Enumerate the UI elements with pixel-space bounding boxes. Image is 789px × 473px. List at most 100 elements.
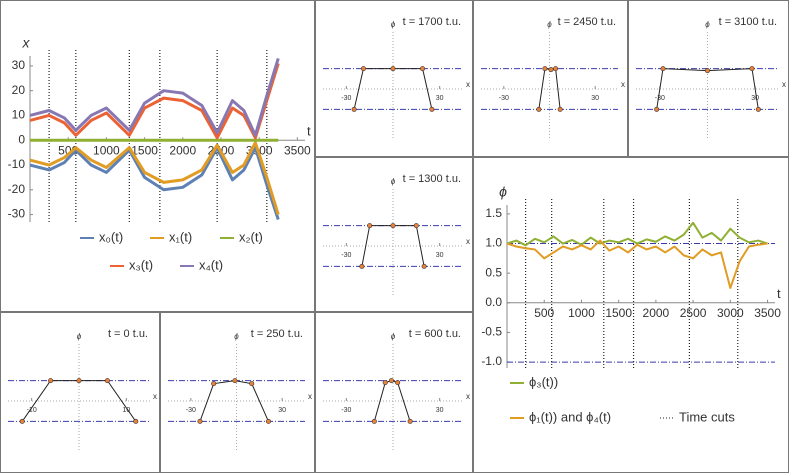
panel <box>628 0 789 157</box>
panel-title: t = 250 t.u. <box>251 328 303 340</box>
bead <box>211 381 217 387</box>
legend-label: x₀(t) <box>99 229 123 244</box>
y-tick-label: -10 <box>8 157 26 171</box>
y-tick-label: 30 <box>12 58 26 72</box>
y-tick-label: 0.0 <box>485 295 502 309</box>
bead <box>557 106 563 112</box>
bead <box>76 378 82 384</box>
panel <box>315 157 473 312</box>
x-tick-label: 2000 <box>169 143 196 157</box>
y-axis-label: ϕ <box>77 332 82 341</box>
x-tick-label: 2000 <box>643 306 670 320</box>
x-axis-label: x <box>466 392 470 401</box>
x-tick-label: 30 <box>436 95 444 102</box>
panel <box>160 312 315 473</box>
y-tick-label: 1.5 <box>485 206 502 220</box>
y-axis-label: ϕ <box>391 177 396 186</box>
x-tick-label: 30 <box>278 407 286 414</box>
bead <box>371 418 377 424</box>
bead <box>265 418 271 424</box>
bead <box>360 66 366 72</box>
x-tick-label: -30 <box>341 95 351 102</box>
bead <box>654 106 660 112</box>
bead <box>48 378 54 384</box>
bead <box>388 378 394 384</box>
series-line <box>506 221 768 247</box>
x-axis-label: x <box>153 392 157 401</box>
panel <box>0 0 315 312</box>
bead <box>553 66 559 72</box>
x-axis-label: x <box>308 392 312 401</box>
panel-title: t = 1700 t.u. <box>403 16 461 28</box>
x-axis-label: t <box>777 286 781 301</box>
y-tick-label: -20 <box>8 182 26 196</box>
legend-label: Time cuts <box>679 409 735 424</box>
y-axis-label: ϕ <box>705 20 710 29</box>
y-tick-label: 10 <box>12 108 26 122</box>
x-tick-label: 30 <box>436 407 444 414</box>
x-axis-label: x <box>466 80 470 89</box>
x-tick-label: -30 <box>341 407 351 414</box>
y-axis-label: ϕ <box>234 332 239 341</box>
legend-label: x₃(t) <box>129 257 153 272</box>
bead <box>407 418 413 424</box>
panel <box>473 0 628 157</box>
legend-label: ϕ₁(t)) and ϕ₄(t) <box>529 409 611 424</box>
bead <box>395 380 401 386</box>
legend-label: x₁(t) <box>169 229 192 244</box>
y-tick-label: -1.0 <box>481 354 502 368</box>
bead <box>755 106 761 112</box>
x-tick-label: 30 <box>591 95 599 102</box>
y-axis-label: ϕ <box>499 184 507 200</box>
panel-title: t = 1300 t.u. <box>403 173 461 185</box>
x-tick-label: 3000 <box>717 306 744 320</box>
y-axis-label: ϕ <box>391 332 396 341</box>
bead <box>382 380 388 386</box>
x-tick-label: 1500 <box>131 143 158 157</box>
x-axis-label: x <box>621 80 625 89</box>
x-axis-label: x <box>782 80 786 89</box>
bead <box>429 106 435 112</box>
y-axis-label: ϕ <box>391 20 396 29</box>
y-tick-label: 1.0 <box>485 236 502 250</box>
x-tick-label: 500 <box>534 306 554 320</box>
x-tick-label: 3500 <box>754 306 781 320</box>
series-line <box>29 62 280 140</box>
x-tick-label: -30 <box>341 252 351 259</box>
bead <box>249 381 255 387</box>
x-tick-label: 1000 <box>568 306 595 320</box>
bead <box>359 263 365 269</box>
legend-label: ϕ₃(t)) <box>529 374 558 389</box>
bead <box>19 418 25 424</box>
panel <box>315 312 473 473</box>
y-tick-label: 20 <box>12 83 26 97</box>
x-tick-label: -30 <box>186 407 196 414</box>
bead <box>548 67 554 73</box>
x-tick-label: 3500 <box>284 143 311 157</box>
x-tick-label: 30 <box>436 252 444 259</box>
x-tick-label: 30 <box>751 95 759 102</box>
bead <box>390 66 396 72</box>
bead <box>749 66 755 72</box>
panel-title: t = 0 t.u. <box>108 328 148 340</box>
legend-label: x₂(t) <box>239 229 263 244</box>
bead <box>536 106 542 112</box>
bead <box>133 418 139 424</box>
x-axis-label: x <box>466 237 470 246</box>
y-tick-label: 0 <box>18 132 25 146</box>
x-axis-label: t <box>307 124 311 139</box>
x-tick-label: -30 <box>499 95 509 102</box>
panel <box>473 157 789 473</box>
y-tick-label: -30 <box>8 207 26 221</box>
bead <box>660 66 666 72</box>
x-tick-label: 1500 <box>605 306 632 320</box>
bead <box>232 378 238 384</box>
bead <box>413 223 419 229</box>
bead <box>390 223 396 229</box>
legend-label: x₄(t) <box>199 257 223 272</box>
y-tick-label: -0.5 <box>481 325 502 339</box>
bead <box>197 418 203 424</box>
panel-title: t = 600 t.u. <box>409 328 461 340</box>
